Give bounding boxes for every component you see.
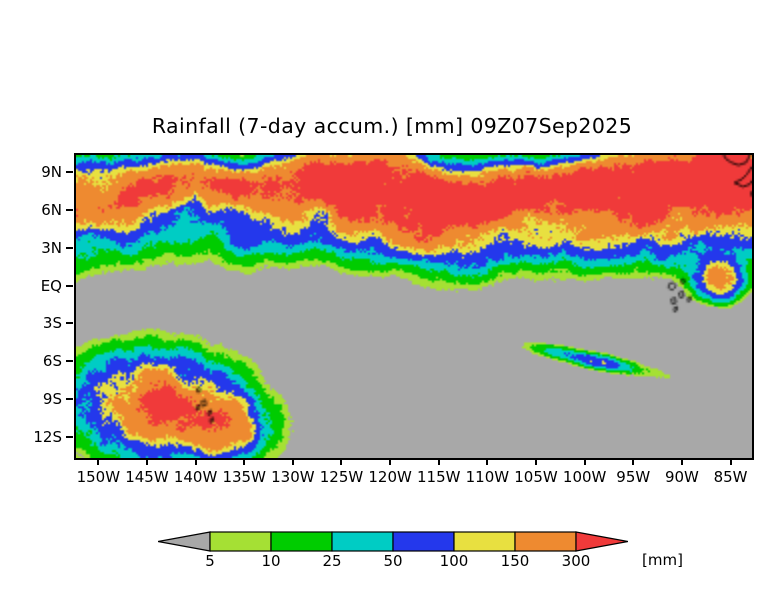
colorbar-tick-50: 50 <box>383 552 403 570</box>
y-axis-tick <box>66 436 73 439</box>
x-axis-tick <box>632 458 635 465</box>
y-axis-tick <box>66 322 73 325</box>
y-axis-label: 12S <box>33 428 62 447</box>
x-axis-label: 90W <box>664 468 699 486</box>
x-axis-tick <box>145 458 148 465</box>
x-axis-tick <box>486 458 489 465</box>
x-axis-label: 110W <box>465 468 510 486</box>
x-axis-label: 145W <box>125 468 169 486</box>
x-axis-tick <box>243 458 246 465</box>
y-axis-label: 6N <box>41 200 62 219</box>
colorbar-bin-4 <box>392 531 455 552</box>
x-axis-tick <box>194 458 197 465</box>
rainfall-raster <box>76 155 752 458</box>
colorbar <box>158 531 628 552</box>
colorbar-tick-10: 10 <box>261 552 281 570</box>
x-axis-tick <box>437 458 440 465</box>
colorbar-bin-7 <box>575 531 628 552</box>
x-axis-tick <box>389 458 392 465</box>
colorbar-bin-6 <box>514 531 577 552</box>
colorbar-tick-25: 25 <box>322 552 342 570</box>
x-axis-tick <box>583 458 586 465</box>
x-axis-label: 135W <box>222 468 266 486</box>
y-axis-label: 6S <box>42 352 62 371</box>
y-axis-label: 9S <box>42 390 62 409</box>
colorbar-tick-150: 150 <box>500 552 530 570</box>
y-axis-tick <box>66 208 73 211</box>
y-axis-tick <box>66 246 73 249</box>
x-axis-label: 120W <box>368 468 412 486</box>
x-axis-label: 150W <box>76 468 121 486</box>
colorbar-bin-1 <box>209 531 272 552</box>
x-axis-label: 130W <box>271 468 315 486</box>
x-axis-tick <box>340 458 343 465</box>
colorbar-bin-2 <box>270 531 333 552</box>
x-axis-tick <box>97 458 100 465</box>
x-axis-label: 85W <box>713 468 748 486</box>
x-axis-label: 95W <box>616 468 651 486</box>
x-axis-label: 105W <box>514 468 558 486</box>
colorbar-unit-label: [mm] <box>642 551 683 569</box>
colorbar-tick-100: 100 <box>439 552 469 570</box>
x-axis-tick <box>291 458 294 465</box>
x-axis-label: 140W <box>173 468 218 486</box>
colorbar-bin-5 <box>453 531 516 552</box>
x-axis-label: 100W <box>562 468 607 486</box>
colorbar-tick-300: 300 <box>561 552 591 570</box>
y-axis-tick <box>66 398 73 401</box>
x-axis-label: 115W <box>417 468 461 486</box>
colorbar-tick-5: 5 <box>205 552 215 570</box>
y-axis-tick <box>66 284 73 287</box>
page-title: Rainfall (7-day accum.) [mm] 09Z07Sep202… <box>151 114 633 138</box>
colorbar-bin-3 <box>331 531 394 552</box>
y-axis-label: 3N <box>41 238 62 257</box>
x-axis-tick <box>680 458 683 465</box>
colorbar-bin-0 <box>158 531 211 552</box>
y-axis-label: 9N <box>41 162 62 181</box>
x-axis-tick <box>729 458 732 465</box>
rainfall-map-plot <box>74 153 754 460</box>
y-axis-label: 3S <box>42 314 62 333</box>
y-axis-label: EQ <box>40 276 62 295</box>
y-axis-tick <box>66 360 73 363</box>
x-axis-label: 125W <box>319 468 364 486</box>
x-axis-tick <box>535 458 537 465</box>
y-axis-tick <box>66 170 73 173</box>
colorbar-swatches <box>158 531 628 552</box>
